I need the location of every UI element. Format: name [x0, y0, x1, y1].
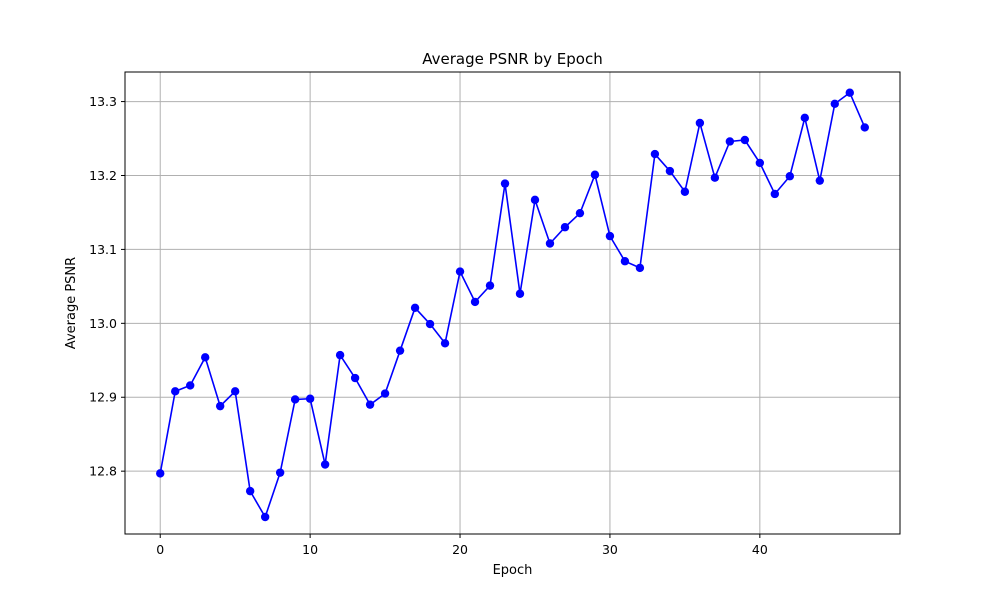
data-point — [260, 512, 270, 522]
data-point — [650, 149, 660, 159]
data-point — [171, 387, 180, 396]
data-point — [695, 118, 705, 128]
data-point — [590, 170, 600, 179]
data-point — [770, 189, 780, 199]
y-tick-label: 12.8 — [89, 464, 117, 479]
x-axis-label: Epoch — [493, 563, 533, 578]
data-point — [785, 172, 795, 181]
y-tick-label: 13.3 — [89, 94, 117, 109]
data-point — [186, 381, 195, 390]
data-point — [800, 113, 810, 123]
data-point — [515, 289, 525, 298]
data-point — [380, 389, 390, 398]
x-tick-label: 40 — [752, 542, 768, 557]
plot-frame — [124, 71, 901, 535]
data-point — [305, 394, 315, 403]
ticks: 0 10 20 30 40 12.8 12.9 13.0 13.1 13.2 13.3 — [89, 94, 768, 557]
data-point — [560, 223, 570, 232]
series-layer — [156, 88, 869, 522]
x-tick-label: 20 — [452, 542, 468, 557]
data-point — [620, 257, 630, 266]
data-point — [845, 88, 854, 97]
data-point — [860, 123, 869, 132]
y-tick-label: 13.0 — [89, 316, 117, 331]
data-point — [230, 387, 240, 396]
data-point — [485, 281, 495, 290]
data-point — [680, 187, 690, 196]
data-point — [365, 400, 375, 409]
data-point — [440, 339, 450, 348]
data-point — [290, 395, 300, 404]
grid — [125, 72, 900, 534]
data-point — [275, 468, 285, 477]
data-point — [410, 303, 420, 313]
data-point — [530, 195, 540, 205]
data-point — [470, 297, 480, 307]
chart-title: Average PSNR by Epoch — [422, 50, 602, 68]
data-point — [830, 99, 839, 108]
series-line — [159, 91, 866, 519]
data-point — [740, 135, 750, 145]
data-point — [665, 166, 675, 176]
data-point — [320, 460, 330, 469]
data-point — [815, 176, 825, 185]
data-point — [156, 469, 165, 478]
data-point — [215, 401, 225, 411]
data-point — [725, 137, 735, 146]
data-point — [395, 346, 405, 355]
data-point — [545, 239, 555, 248]
data-point — [605, 231, 615, 241]
data-point — [575, 208, 585, 218]
data-point — [500, 179, 510, 188]
data-point — [335, 350, 345, 360]
data-point — [200, 353, 210, 362]
data-point — [350, 373, 360, 383]
x-tick-label: 10 — [302, 542, 318, 557]
data-point — [710, 173, 720, 182]
y-tick-label: 12.9 — [89, 390, 117, 405]
data-point — [755, 158, 765, 168]
data-point — [455, 267, 465, 276]
x-tick-label: 0 — [156, 542, 164, 557]
data-point — [245, 486, 255, 496]
y-tick-label: 13.2 — [89, 168, 117, 183]
y-tick-label: 13.1 — [89, 242, 117, 257]
x-tick-label: 30 — [602, 542, 618, 557]
y-axis-label: Average PSNR — [64, 257, 79, 349]
data-point — [425, 319, 435, 329]
data-point — [635, 263, 645, 273]
